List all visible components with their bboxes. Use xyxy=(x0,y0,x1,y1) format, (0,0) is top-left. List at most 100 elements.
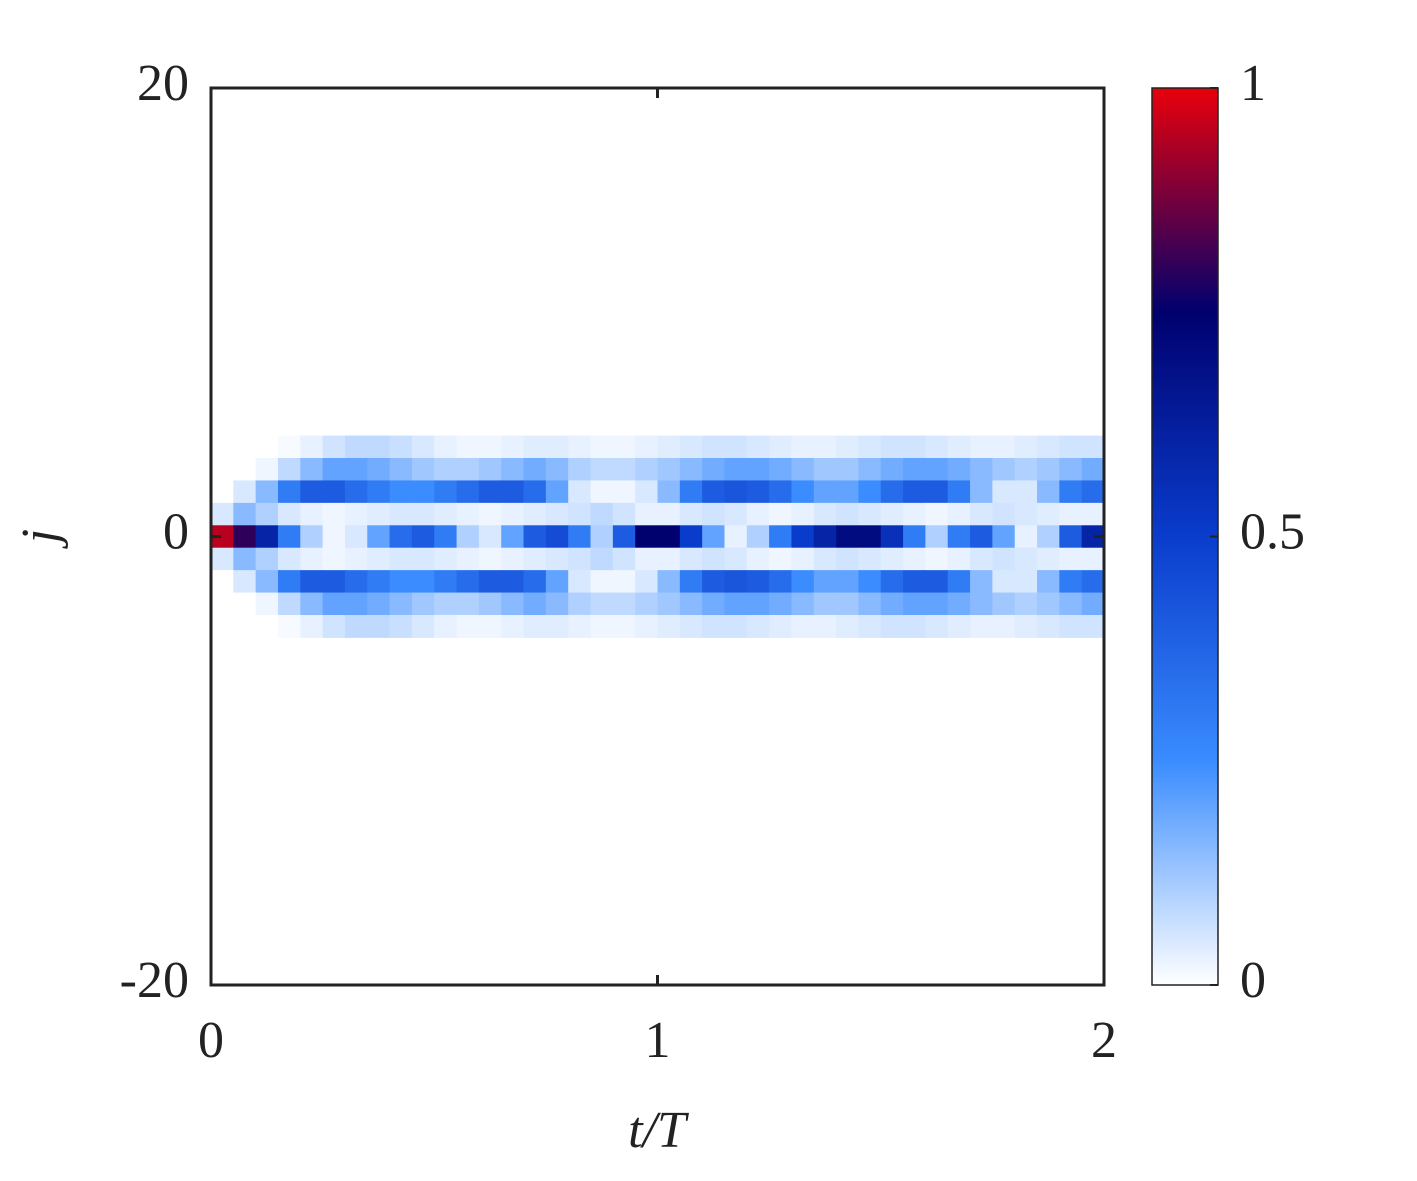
heat-cell xyxy=(478,592,502,616)
heat-cell xyxy=(635,614,658,638)
heat-cell xyxy=(322,614,346,638)
heat-cell xyxy=(769,614,792,638)
heat-cell xyxy=(523,570,547,594)
heat-cell xyxy=(1059,480,1083,504)
heat-cell xyxy=(344,458,368,481)
heat-cell xyxy=(769,480,792,504)
heat-cell xyxy=(389,435,413,459)
heat-cell xyxy=(836,502,859,526)
heat-cell xyxy=(322,502,346,526)
heat-cell xyxy=(1059,547,1083,571)
heat-cell xyxy=(679,502,703,526)
heat-cell xyxy=(925,525,949,549)
heat-cell xyxy=(858,547,882,571)
heat-cell xyxy=(880,502,904,526)
heat-cell xyxy=(791,458,815,481)
heat-cell xyxy=(724,480,748,504)
heat-cell xyxy=(523,592,547,616)
heat-cell xyxy=(1081,592,1105,616)
heat-cell xyxy=(635,502,658,526)
heat-cell xyxy=(1059,458,1083,481)
heat-cell xyxy=(947,458,971,481)
heat-cell xyxy=(411,592,435,616)
heat-cell xyxy=(478,435,502,459)
heat-cell xyxy=(947,592,971,616)
heat-cell xyxy=(813,502,837,526)
heat-cell xyxy=(880,458,904,481)
heat-cell xyxy=(1037,592,1060,616)
heat-cell xyxy=(434,547,458,571)
heat-cell xyxy=(813,547,837,571)
heat-cell xyxy=(344,592,368,616)
heat-cell xyxy=(211,480,234,504)
heat-cell xyxy=(947,547,971,571)
heat-cell xyxy=(635,458,658,481)
heat-cell xyxy=(434,570,458,594)
heat-cell xyxy=(903,570,926,594)
heat-cell xyxy=(992,592,1016,616)
heat-cell xyxy=(612,502,636,526)
heat-cell xyxy=(925,592,949,616)
heat-cell xyxy=(635,480,658,504)
heat-cell xyxy=(903,525,926,549)
heat-cell xyxy=(612,592,636,616)
heat-cell xyxy=(612,570,636,594)
heat-cell xyxy=(456,525,480,549)
heat-cell xyxy=(568,547,592,571)
heat-cell xyxy=(211,547,234,571)
heat-cell xyxy=(233,502,257,526)
heat-cell xyxy=(791,614,815,638)
heat-cell xyxy=(702,570,725,594)
heat-cell xyxy=(657,592,681,616)
heat-cell xyxy=(322,480,346,504)
colorbar-tick-label: 1 xyxy=(1240,55,1266,112)
heat-cell xyxy=(434,435,458,459)
heat-cell xyxy=(702,614,725,638)
heat-cell xyxy=(456,592,480,616)
heat-cell xyxy=(411,525,435,549)
heat-cell xyxy=(1037,458,1060,481)
heat-cell xyxy=(657,458,681,481)
heat-cell xyxy=(702,547,725,571)
heat-cell xyxy=(344,547,368,571)
heat-cell xyxy=(478,570,502,594)
heat-cell xyxy=(858,480,882,504)
heat-cell xyxy=(211,458,234,481)
heat-cell xyxy=(1014,592,1038,616)
heat-cell xyxy=(545,502,569,526)
heat-cell xyxy=(568,570,592,594)
heat-cell xyxy=(724,525,748,549)
heat-cell xyxy=(925,614,949,638)
heat-cell xyxy=(813,480,837,504)
heat-cell xyxy=(970,525,993,549)
heat-cell xyxy=(746,614,770,638)
heat-cell xyxy=(1081,435,1105,459)
heat-cell xyxy=(456,458,480,481)
heat-cell xyxy=(925,502,949,526)
heat-cell xyxy=(389,502,413,526)
heat-cell xyxy=(568,435,592,459)
heat-cell xyxy=(679,547,703,571)
heat-cell xyxy=(300,547,324,571)
heat-cell xyxy=(389,614,413,638)
heat-cell xyxy=(300,525,324,549)
heat-cell xyxy=(434,480,458,504)
heat-cell xyxy=(277,502,301,526)
heat-cell xyxy=(211,614,234,638)
heat-cell xyxy=(300,458,324,481)
heat-cell xyxy=(344,614,368,638)
heat-cell xyxy=(947,614,971,638)
heat-cell xyxy=(903,435,926,459)
heat-cell xyxy=(233,547,257,571)
heat-cell xyxy=(1081,480,1105,504)
heat-cell xyxy=(925,547,949,571)
heat-cell xyxy=(233,614,257,638)
heat-cell xyxy=(1014,525,1038,549)
heat-cell xyxy=(769,547,792,571)
heat-cell xyxy=(858,525,882,549)
heat-cell xyxy=(300,592,324,616)
heat-cell xyxy=(612,614,636,638)
heat-cell xyxy=(880,614,904,638)
heat-cell xyxy=(411,547,435,571)
heat-cell xyxy=(1059,592,1083,616)
